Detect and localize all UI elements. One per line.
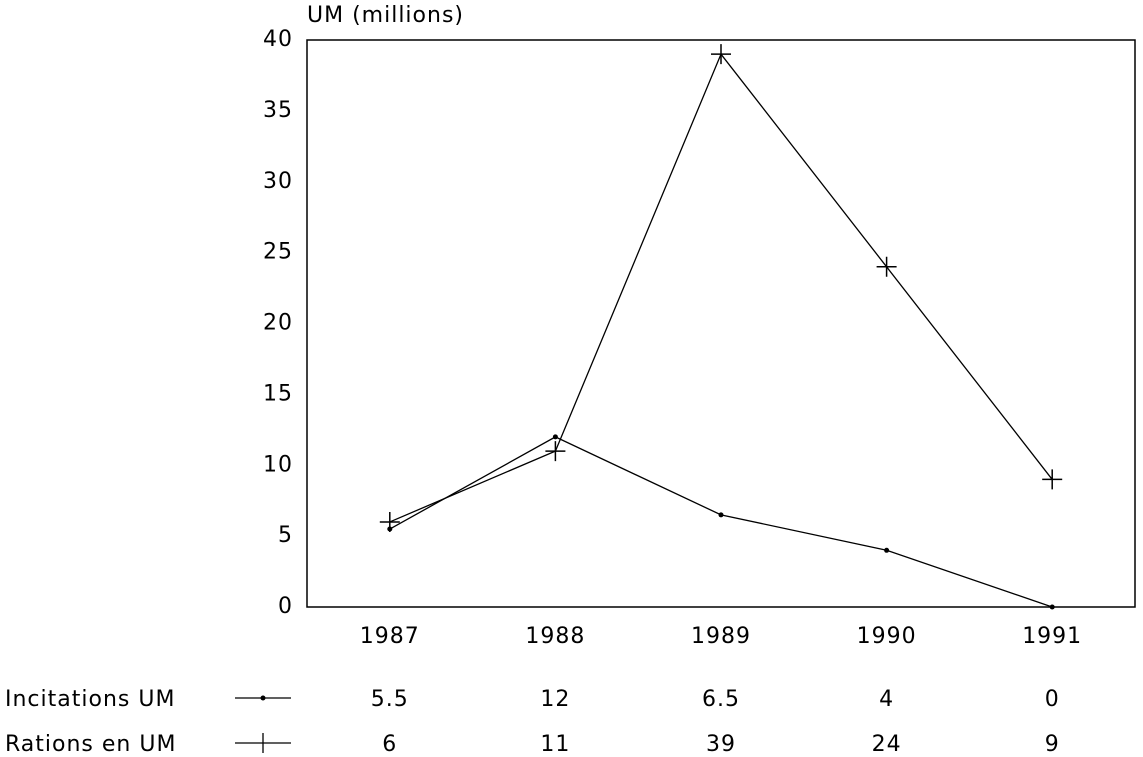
dot-marker bbox=[884, 547, 890, 553]
x-tick-label: 1987 bbox=[360, 624, 420, 649]
y-tick-label: 0 bbox=[278, 594, 293, 619]
series-line bbox=[389, 52, 1053, 523]
legend-label: Incitations UM bbox=[5, 687, 175, 712]
table-value: 4 bbox=[879, 687, 894, 712]
x-tick-label: 1988 bbox=[525, 624, 585, 649]
x-tick-label: 1990 bbox=[857, 624, 917, 649]
plot-frame bbox=[306, 39, 1136, 608]
table-value: 11 bbox=[540, 732, 570, 757]
y-axis-label: UM (millions) bbox=[307, 3, 464, 28]
y-tick-label: 25 bbox=[263, 240, 293, 265]
y-tick-label: 35 bbox=[263, 98, 293, 123]
plus-marker bbox=[1042, 469, 1063, 490]
table-value: 9 bbox=[1045, 732, 1060, 757]
y-tick-label: 40 bbox=[263, 27, 293, 52]
dot-marker bbox=[552, 434, 558, 440]
table-value: 0 bbox=[1045, 687, 1060, 712]
plus-marker bbox=[711, 44, 731, 65]
y-tick-label: 20 bbox=[263, 311, 293, 336]
x-tick-label: 1991 bbox=[1022, 624, 1082, 649]
table-value: 6.5 bbox=[702, 687, 740, 712]
plus-marker bbox=[876, 256, 897, 277]
y-tick-label: 5 bbox=[278, 523, 293, 548]
table-value: 12 bbox=[540, 687, 570, 712]
legend-marker bbox=[260, 695, 266, 701]
dot-marker bbox=[1049, 604, 1055, 610]
table-value: 39 bbox=[706, 732, 736, 757]
plus-marker bbox=[379, 511, 400, 532]
y-tick-label: 10 bbox=[263, 452, 293, 477]
table-value: 6 bbox=[382, 732, 397, 757]
y-tick-label: 15 bbox=[263, 381, 293, 406]
x-tick-label: 1989 bbox=[691, 624, 751, 649]
plus-marker bbox=[545, 441, 566, 462]
y-tick-label: 30 bbox=[263, 169, 293, 194]
table-value: 24 bbox=[872, 732, 902, 757]
dot-marker bbox=[718, 512, 724, 518]
table-value: 5.5 bbox=[371, 687, 409, 712]
legend-label: Rations en UM bbox=[5, 732, 176, 757]
series-line bbox=[389, 436, 1053, 608]
